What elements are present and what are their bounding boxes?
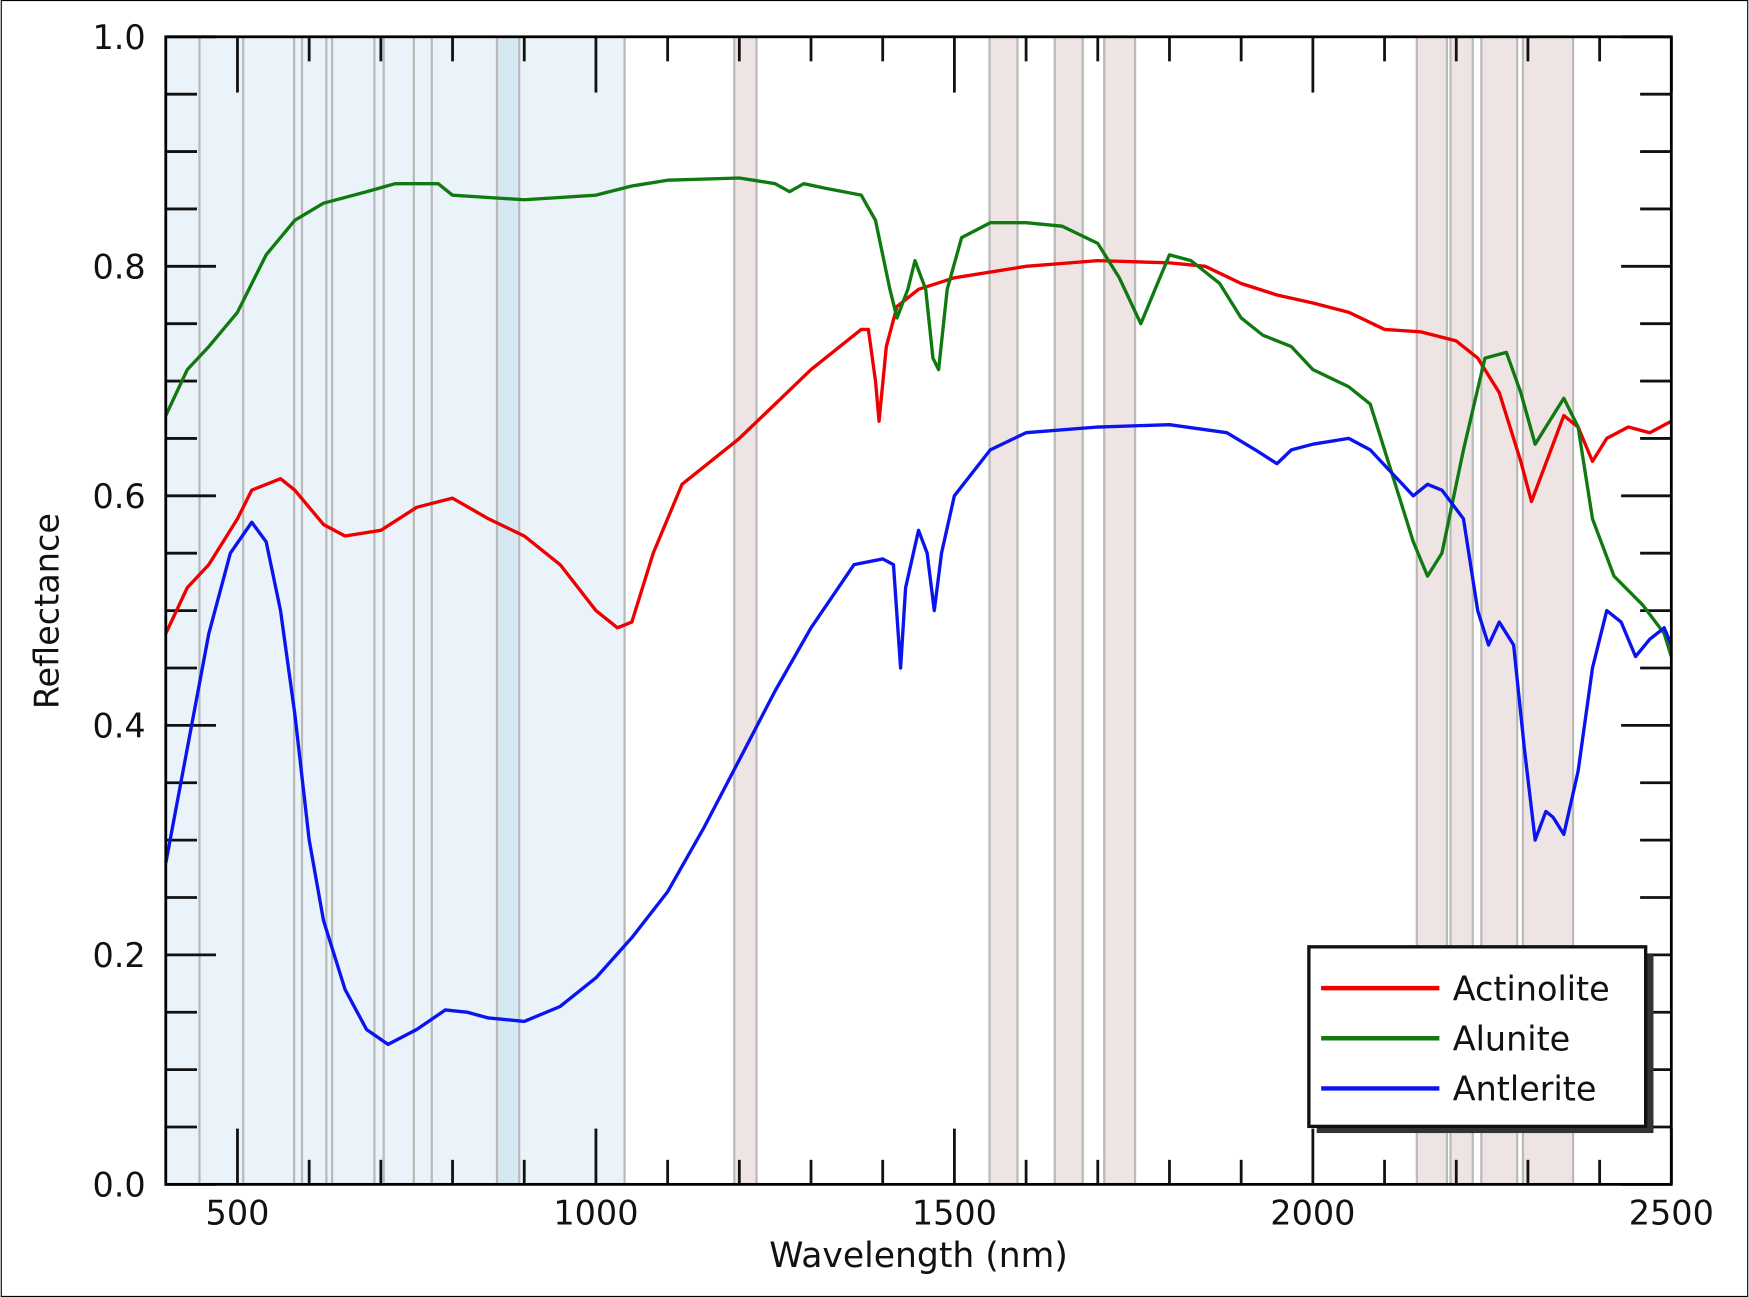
visible-region-band: [165, 36, 625, 1185]
x-tick-label: 2500: [1629, 1194, 1714, 1233]
x-tick-label: 1500: [912, 1194, 997, 1233]
legend-label-antlerite: Antlerite: [1453, 1070, 1597, 1109]
absorption-band: [989, 36, 1018, 1185]
legend: Actinolite Alunite Antlerite: [1307, 945, 1654, 1134]
series-line-alunite: [164, 176, 1673, 658]
x-axis-label: Wavelength (nm): [769, 1236, 1068, 1276]
absorption-band: [1104, 36, 1136, 1185]
plot-frame: [164, 35, 1673, 1186]
shaded-bands: [165, 36, 1575, 1185]
y-axis-label: Reflectance: [28, 513, 67, 709]
blue-band: [496, 36, 520, 1185]
legend-label-alunite: Alunite: [1453, 1020, 1571, 1059]
series-line-antlerite: [164, 423, 1673, 1047]
legend-label-actinolite: Actinolite: [1453, 969, 1610, 1008]
y-tick-label: 0.0: [93, 1166, 146, 1205]
absorption-band: [734, 36, 757, 1185]
absorption-band: [1054, 36, 1083, 1185]
tick-labels: 500 1000 1500 2000 2500 0.0 0.2 0.4 0.6 0.8 1.0: [93, 18, 1714, 1232]
series-line-actinolite: [164, 258, 1673, 635]
y-tick-label: 0.4: [93, 707, 146, 746]
y-tick-label: 0.8: [93, 248, 146, 287]
x-tick-label: 2000: [1270, 1194, 1355, 1233]
y-tick-label: 0.6: [93, 477, 146, 516]
series-lines: [164, 176, 1673, 1047]
y-tick-label: 1.0: [93, 18, 146, 57]
x-tick-label: 500: [206, 1194, 270, 1233]
x-tick-label: 1000: [553, 1194, 638, 1233]
absorption-band: [1450, 36, 1473, 1185]
y-tick-label: 0.2: [93, 936, 146, 975]
